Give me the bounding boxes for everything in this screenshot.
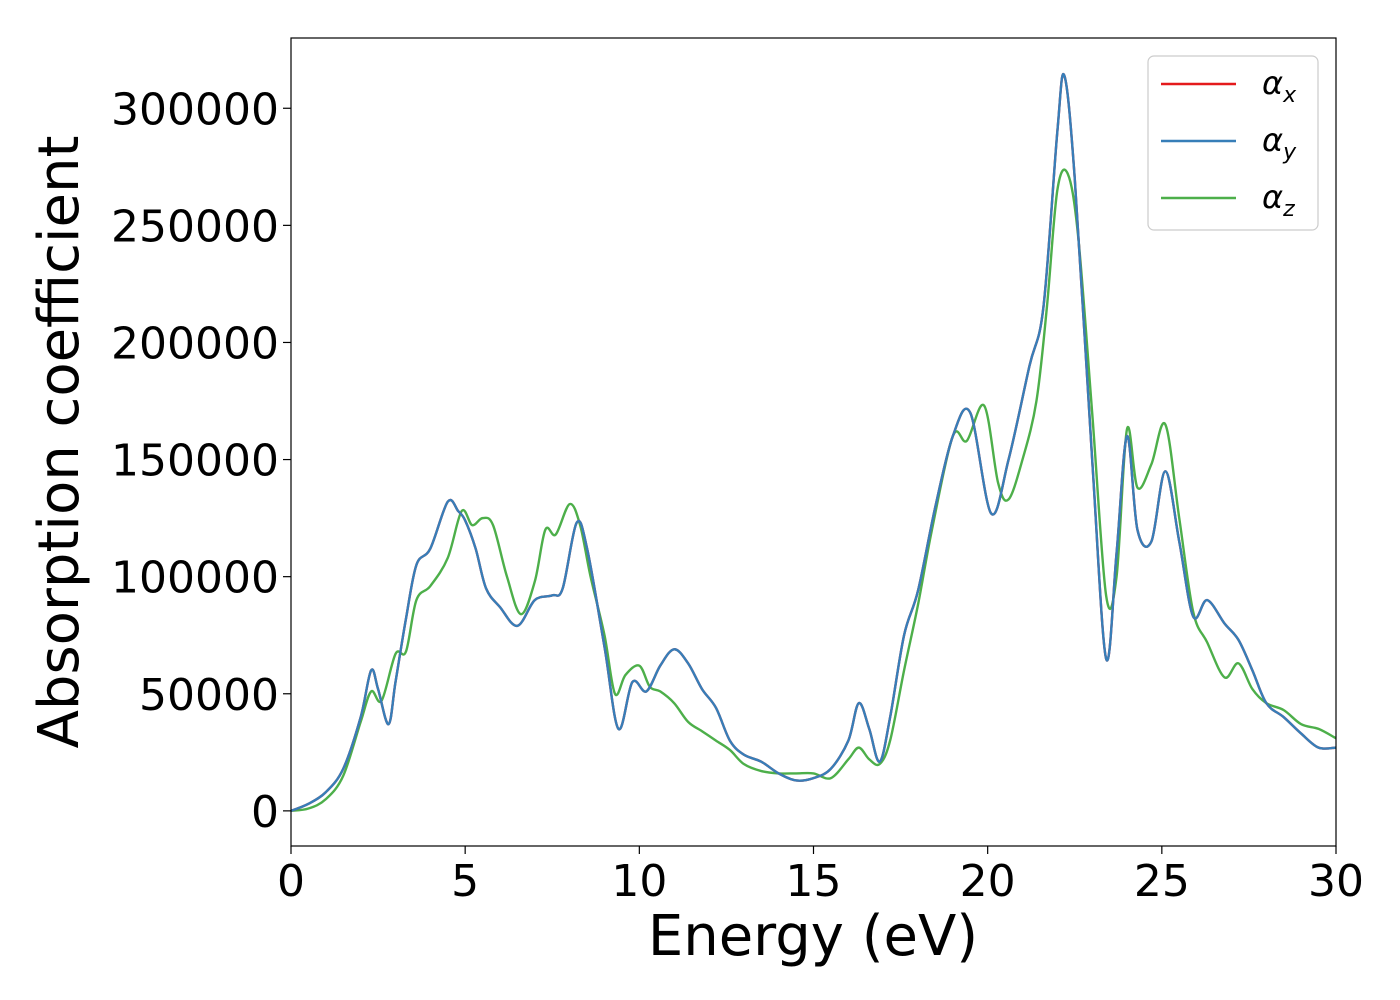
x-tick-label: 30 [1308, 856, 1364, 907]
y-tick-label: 300000 [111, 84, 279, 135]
y-tick-label: 100000 [111, 553, 279, 604]
legend-symbol: α [1262, 64, 1283, 102]
legend-label-alpha-x: αx [1262, 64, 1297, 108]
y-tick-label: 0 [251, 787, 279, 838]
x-tick-label: 5 [451, 856, 479, 907]
legend-subscript: x [1282, 83, 1297, 108]
y-tick-label: 250000 [111, 201, 279, 252]
series-line-alpha-y [291, 72, 1336, 813]
y-tick-label: 200000 [111, 318, 279, 369]
x-tick-label: 20 [960, 856, 1016, 907]
legend-symbol: α [1262, 121, 1283, 159]
y-tick-label: 150000 [111, 436, 279, 487]
legend-label-alpha-z: αz [1262, 178, 1295, 222]
x-tick-label: 10 [611, 856, 667, 907]
x-tick-label: 15 [786, 856, 842, 907]
series-line-alpha-z [291, 168, 1336, 813]
legend-symbol: α [1262, 178, 1283, 216]
x-axis: 0 5 10 15 20 25 30 [277, 846, 1364, 907]
y-axis: 0 50000 100000 150000 200000 250000 300000 [111, 84, 291, 838]
legend-subscript: y [1282, 140, 1297, 165]
y-axis-title: Absorption coefficient [27, 136, 92, 749]
y-tick-label: 50000 [139, 670, 279, 721]
x-tick-label: 0 [277, 856, 305, 907]
legend-subscript: z [1282, 197, 1295, 222]
x-tick-label: 25 [1134, 856, 1190, 907]
x-axis-title: Energy (eV) [648, 904, 978, 969]
legend-box [1147, 55, 1319, 231]
series-layer [291, 72, 1336, 813]
legend-label-alpha-y: αy [1262, 121, 1297, 165]
